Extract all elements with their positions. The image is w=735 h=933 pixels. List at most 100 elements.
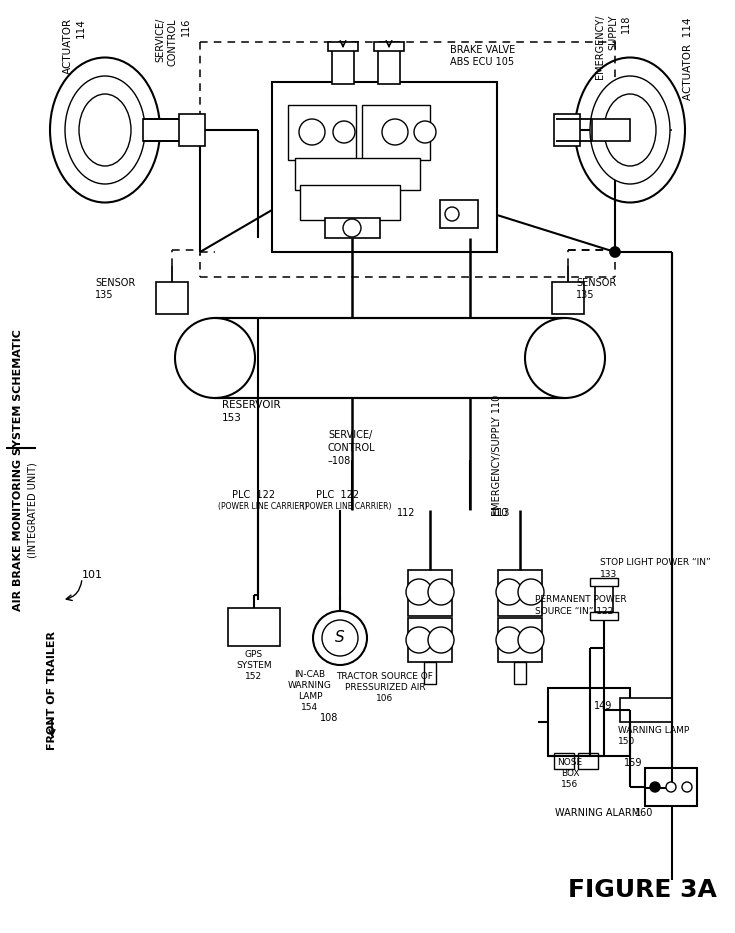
Text: SENSOR: SENSOR: [95, 278, 135, 288]
Bar: [325, 218, 380, 238]
Text: 118: 118: [621, 15, 631, 34]
Text: 159: 159: [623, 758, 642, 768]
Text: 156: 156: [562, 780, 578, 789]
Text: CONTROL: CONTROL: [168, 18, 178, 65]
Bar: [554, 753, 574, 769]
Bar: [362, 105, 430, 160]
Text: 152: 152: [245, 672, 262, 681]
Circle shape: [313, 611, 367, 665]
Bar: [300, 185, 400, 220]
Text: FRONT OF TRAILER: FRONT OF TRAILER: [47, 631, 57, 749]
Text: 114: 114: [76, 18, 86, 38]
Circle shape: [666, 782, 676, 792]
Circle shape: [496, 627, 522, 653]
Ellipse shape: [79, 94, 131, 166]
Bar: [554, 114, 580, 146]
Bar: [408, 618, 452, 662]
Ellipse shape: [65, 76, 145, 184]
Bar: [590, 612, 618, 620]
Text: 112: 112: [396, 508, 415, 518]
Circle shape: [382, 119, 408, 145]
Circle shape: [650, 782, 660, 792]
Circle shape: [428, 627, 454, 653]
Text: 113: 113: [492, 508, 510, 518]
Text: PLC  122: PLC 122: [232, 490, 275, 500]
Circle shape: [299, 119, 325, 145]
Circle shape: [333, 121, 355, 143]
Bar: [498, 618, 542, 662]
Text: SOURCE “IN” 122: SOURCE “IN” 122: [535, 607, 613, 616]
Bar: [592, 119, 630, 141]
Ellipse shape: [590, 76, 670, 184]
Text: CONTROL: CONTROL: [328, 443, 376, 453]
Text: WARNING ALARM: WARNING ALARM: [555, 808, 640, 818]
Bar: [288, 105, 356, 160]
Text: 154: 154: [301, 703, 318, 712]
Text: 135: 135: [576, 290, 595, 300]
Text: ACTUATOR  114: ACTUATOR 114: [683, 18, 693, 101]
Text: GPS: GPS: [245, 650, 263, 659]
Text: SYSTEM: SYSTEM: [236, 661, 272, 670]
Text: LAMP: LAMP: [298, 692, 322, 701]
Text: PRESSURIZED AIR: PRESSURIZED AIR: [345, 683, 426, 692]
Text: SUPPLY: SUPPLY: [608, 15, 618, 50]
Text: RESERVOIR: RESERVOIR: [222, 400, 281, 410]
Text: ACTUATOR: ACTUATOR: [63, 18, 73, 74]
Bar: [156, 282, 188, 314]
Text: 160: 160: [635, 808, 653, 818]
Text: NOSE: NOSE: [557, 758, 583, 767]
Bar: [378, 48, 400, 84]
Ellipse shape: [575, 58, 685, 202]
Circle shape: [343, 219, 361, 237]
Circle shape: [428, 579, 454, 605]
Text: SENSOR: SENSOR: [576, 278, 616, 288]
Circle shape: [445, 207, 459, 221]
Circle shape: [518, 627, 544, 653]
Text: BOX: BOX: [561, 769, 579, 778]
Text: (POWER LINE CARRIER): (POWER LINE CARRIER): [302, 502, 392, 511]
Bar: [514, 662, 526, 684]
Text: (POWER LINE CARRIER): (POWER LINE CARRIER): [218, 502, 307, 511]
Text: BRAKE VALVE: BRAKE VALVE: [450, 45, 515, 55]
Bar: [332, 48, 354, 84]
Text: –108: –108: [328, 456, 351, 466]
Bar: [143, 119, 181, 141]
Ellipse shape: [50, 58, 160, 202]
Text: 153: 153: [222, 413, 242, 423]
Bar: [272, 82, 497, 252]
Text: S: S: [335, 631, 345, 646]
Bar: [374, 42, 404, 51]
Circle shape: [322, 620, 358, 656]
Bar: [295, 158, 420, 190]
Bar: [215, 318, 565, 398]
Text: FIGURE 3A: FIGURE 3A: [568, 878, 717, 902]
Text: 101: 101: [82, 570, 103, 580]
Ellipse shape: [525, 318, 605, 398]
Circle shape: [682, 782, 692, 792]
Text: (INTEGRATED UNIT): (INTEGRATED UNIT): [28, 462, 38, 558]
Circle shape: [414, 121, 436, 143]
Text: EMERGENCY/SUPPLY 110: EMERGENCY/SUPPLY 110: [492, 395, 502, 516]
Bar: [440, 200, 478, 228]
Text: IN-CAB: IN-CAB: [295, 670, 326, 679]
Bar: [424, 662, 436, 684]
Circle shape: [518, 579, 544, 605]
Text: 150: 150: [618, 737, 635, 746]
Text: AIR BRAKE MONITORING SYSTEM SCHEMATIC: AIR BRAKE MONITORING SYSTEM SCHEMATIC: [13, 329, 23, 611]
Text: 110: 110: [490, 508, 509, 518]
Bar: [595, 582, 613, 612]
Circle shape: [406, 627, 432, 653]
Bar: [620, 698, 672, 722]
Text: ABS ECU 105: ABS ECU 105: [450, 57, 514, 67]
Text: 149: 149: [594, 701, 612, 711]
Circle shape: [610, 247, 620, 257]
Text: 133: 133: [600, 570, 617, 579]
Text: SERVICE/: SERVICE/: [328, 430, 372, 440]
Text: SERVICE/: SERVICE/: [155, 18, 165, 63]
Text: STOP LIGHT POWER “IN”: STOP LIGHT POWER “IN”: [600, 558, 711, 567]
Bar: [645, 768, 697, 806]
Bar: [228, 608, 280, 646]
Bar: [578, 753, 598, 769]
Circle shape: [406, 579, 432, 605]
Text: 106: 106: [376, 694, 394, 703]
